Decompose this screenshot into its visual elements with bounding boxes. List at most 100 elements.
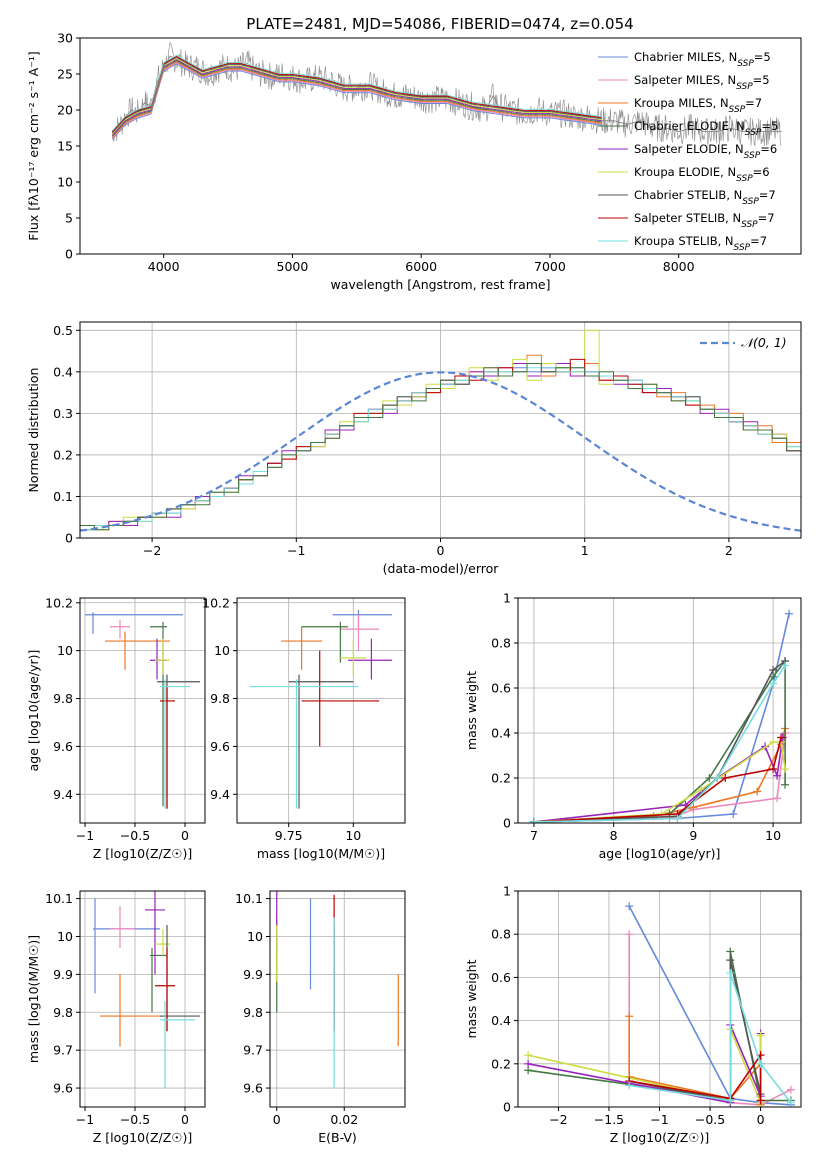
x-tick-label: −1 xyxy=(76,828,94,843)
axes-frame xyxy=(236,597,406,824)
y-tick-label: 9.8 xyxy=(53,1005,73,1020)
y-tick-label: 9.9 xyxy=(243,967,263,982)
panel-2: −2 −1 0 1 2 0 0.1 0.2 0.3 0.4 0.5 (data-model)/erro… xyxy=(26,321,802,576)
panel-5: 7 8 9 10 0 0.2 0.4 0.6 0.8 1 age [log10(age/yr)] ma… xyxy=(464,591,802,861)
y-axis-label: mass weight xyxy=(464,671,479,750)
mass-weight-marker xyxy=(786,1098,795,1107)
model-spectrum-line xyxy=(111,62,602,139)
y-tick-label: 10.1 xyxy=(45,891,73,906)
model-spectrum-line xyxy=(111,56,602,134)
x-tick-label: 0.02 xyxy=(330,1112,358,1127)
mass-weight-marker xyxy=(756,1059,765,1068)
histogram-step xyxy=(80,367,801,531)
mass-weight-marker xyxy=(786,1085,795,1094)
y-tick-label: 10 xyxy=(57,175,73,190)
mass-weight-marker xyxy=(781,780,790,789)
x-tick-label: 0 xyxy=(437,543,445,558)
x-tick-label: −0.5 xyxy=(695,1112,725,1127)
legend-label: Chabrier MILES, NSSP=5 xyxy=(634,50,771,69)
y-tick-label: 0.5 xyxy=(53,323,73,338)
panel-3: −1 −0.5 0 9.4 9.6 9.8 10 10.2 Z [log10(Z/Z☉)] age… xyxy=(26,595,206,861)
x-tick-label: −2 xyxy=(143,543,161,558)
mass-weight-marker xyxy=(785,609,794,618)
x-tick-label: 0 xyxy=(181,1112,189,1127)
mass-weight-marker xyxy=(524,1051,533,1060)
x-tick-label: 2 xyxy=(725,543,733,558)
x-tick-label: −1 xyxy=(287,543,305,558)
mass-weight-marker xyxy=(781,765,790,773)
mass-weight-marker xyxy=(726,1096,735,1105)
model-spectrum-line xyxy=(111,54,602,132)
mass-weight-line xyxy=(533,658,786,823)
axes-frame xyxy=(79,597,206,824)
x-tick-label: −1.5 xyxy=(594,1112,624,1127)
mass-weight-line xyxy=(533,737,784,823)
legend-label: Chabrier ELODIE, NSSP=5 xyxy=(634,119,778,138)
y-tick-label: 10.1 xyxy=(235,891,263,906)
x-tick-label: 8000 xyxy=(663,259,695,274)
y-axis-label: age [log10(age/yr)] xyxy=(26,650,41,772)
mass-weight-line xyxy=(628,905,791,1106)
y-tick-label: 1 xyxy=(503,591,511,606)
mass-weight-marker xyxy=(777,733,786,742)
plot-area xyxy=(93,891,200,1089)
y-tick-label: 10 xyxy=(57,929,73,944)
x-tick-label: 7000 xyxy=(534,259,566,274)
y-tick-label: 9.6 xyxy=(53,1081,73,1096)
x-tick-label: 5000 xyxy=(277,259,309,274)
legend-label: Kroupa ELODIE, NSSP=6 xyxy=(634,165,770,184)
y-tick-label: 30 xyxy=(57,31,73,46)
legend-label: Chabrier STELIB, NSSP=7 xyxy=(634,188,776,207)
mass-weight-marker xyxy=(769,666,778,674)
y-tick-label: 15 xyxy=(57,139,73,154)
figure-title: PLATE=2481, MJD=54086, FIBERID=0474, z=0… xyxy=(246,15,633,33)
mass-weight-marker xyxy=(753,787,762,796)
model-spectrum-line xyxy=(111,57,602,135)
mass-weight-marker xyxy=(756,1096,765,1105)
mass-weight-marker xyxy=(726,969,735,978)
y-tick-label: 9.6 xyxy=(210,739,230,754)
legend-label: Salpeter MILES, NSSP=5 xyxy=(634,73,770,92)
histogram-step xyxy=(80,354,801,531)
model-spectrum-line xyxy=(111,63,602,140)
legend-label: Kroupa MILES, NSSP=7 xyxy=(634,96,762,115)
mass-weight-line xyxy=(533,660,786,823)
mass-weight-marker xyxy=(729,810,738,818)
y-tick-label: 9.8 xyxy=(210,691,230,706)
y-axis-label: mass [log10(M/M☉)] xyxy=(26,935,41,1063)
y-tick-label: 0.2 xyxy=(491,771,511,786)
plot-panels: 4000 5000 6000 7000 8000051015202530waveleng… xyxy=(26,31,802,1145)
y-tick-label: 0.8 xyxy=(491,927,511,942)
x-tick-label: −1 xyxy=(650,1112,668,1127)
y-tick-label: 10 xyxy=(247,929,263,944)
y-tick-label: 0 xyxy=(503,1100,511,1115)
y-tick-label: 9.4 xyxy=(53,787,73,802)
x-tick-label: −0.5 xyxy=(120,828,150,843)
y-tick-label: 9.8 xyxy=(53,691,73,706)
x-axis-label: age [log10(age/yr)] xyxy=(599,846,721,861)
panel-7: 0 0.02 9.6 9.7 9.8 9.9 10 10.1 E(B-V) xyxy=(235,890,406,1145)
y-tick-label: 10 xyxy=(214,643,230,658)
mass-weight-marker xyxy=(625,930,634,939)
y-tick-label: 9.8 xyxy=(243,1005,263,1020)
y-axis-label: Flux [fλ10⁻¹⁷ erg cm⁻² s⁻¹ A⁻¹] xyxy=(26,51,41,240)
axes-frame xyxy=(517,597,802,824)
mass-weight-marker xyxy=(689,803,698,812)
x-tick-label: 10 xyxy=(765,828,781,843)
y-axis-label: Normed distribution xyxy=(26,368,41,493)
mass-weight-marker xyxy=(625,1012,634,1021)
x-tick-label: −1 xyxy=(76,1112,94,1127)
data-spectrum-noise xyxy=(111,41,782,147)
plot-area xyxy=(85,612,200,809)
y-tick-label: 0.6 xyxy=(491,681,511,696)
y-tick-label: 9.4 xyxy=(210,787,230,802)
x-tick-label: 9.75 xyxy=(275,828,303,843)
histogram-step xyxy=(80,358,801,526)
axes-frame xyxy=(269,890,406,1108)
y-tick-label: 25 xyxy=(57,67,73,82)
y-tick-label: 9.7 xyxy=(53,1043,73,1058)
histogram-step xyxy=(80,367,801,531)
mass-weight-marker xyxy=(697,785,706,794)
mass-weight-line xyxy=(527,1028,762,1104)
plot-area xyxy=(276,891,399,1089)
